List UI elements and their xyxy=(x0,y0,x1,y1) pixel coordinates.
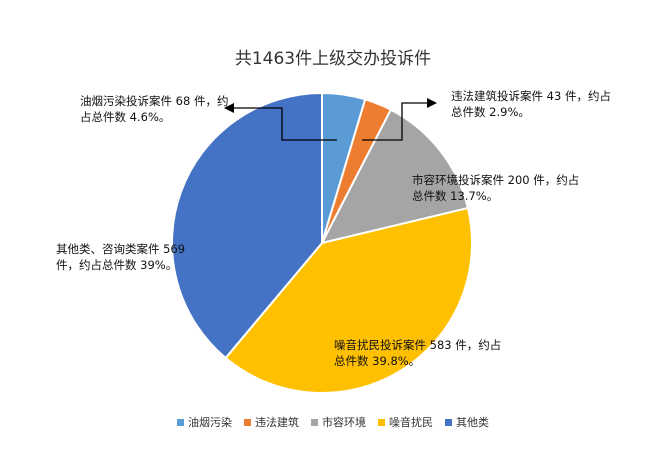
legend-label: 市容环境 xyxy=(322,416,366,429)
legend-item-qita: 其他类 xyxy=(445,414,489,430)
label-zaoyin: 噪音扰民投诉案件 583 件，约占总件数 39.8%。 xyxy=(334,338,502,368)
legend-label: 油烟污染 xyxy=(188,416,232,429)
label-youyan: 油烟污染投诉案件 68 件，约占总件数 4.6%。 xyxy=(80,94,229,124)
legend-swatch xyxy=(445,418,452,426)
legend-swatch xyxy=(311,418,318,426)
leader-arrow-youyan xyxy=(224,103,234,113)
label-qita: 其他类、咨询类案件 569 件，约占总件数 39%。 xyxy=(56,242,186,272)
label-weifa: 违法建筑投诉案件 43 件，约占总件数 2.9%。 xyxy=(451,89,611,119)
legend-label: 违法建筑 xyxy=(255,416,299,429)
legend-label: 噪音扰民 xyxy=(389,416,433,429)
leader-arrow-weifa xyxy=(427,98,437,108)
slice-shirong xyxy=(320,108,470,245)
legend-swatch xyxy=(177,418,184,426)
leader-line-weifa xyxy=(362,102,428,141)
legend-swatch xyxy=(244,418,251,426)
legend: 油烟污染 违法建筑 市容环境 噪音扰民 其他类 xyxy=(0,414,666,430)
legend-label: 其他类 xyxy=(456,416,489,429)
legend-item-zaoyin: 噪音扰民 xyxy=(378,414,433,430)
legend-item-shirong: 市容环境 xyxy=(311,414,366,430)
slice-zaoyin xyxy=(224,206,473,394)
legend-swatch xyxy=(378,418,385,426)
label-shirong: 市容环境投诉案件 200 件，约占总件数 13.7%。 xyxy=(412,173,580,203)
legend-item-youyan: 油烟污染 xyxy=(177,414,232,430)
legend-item-weifa: 违法建筑 xyxy=(244,414,299,430)
slice-qita xyxy=(171,91,323,360)
chart-title: 共1463件上级交办投诉件 xyxy=(234,49,432,69)
leader-line-youyan xyxy=(232,107,337,141)
